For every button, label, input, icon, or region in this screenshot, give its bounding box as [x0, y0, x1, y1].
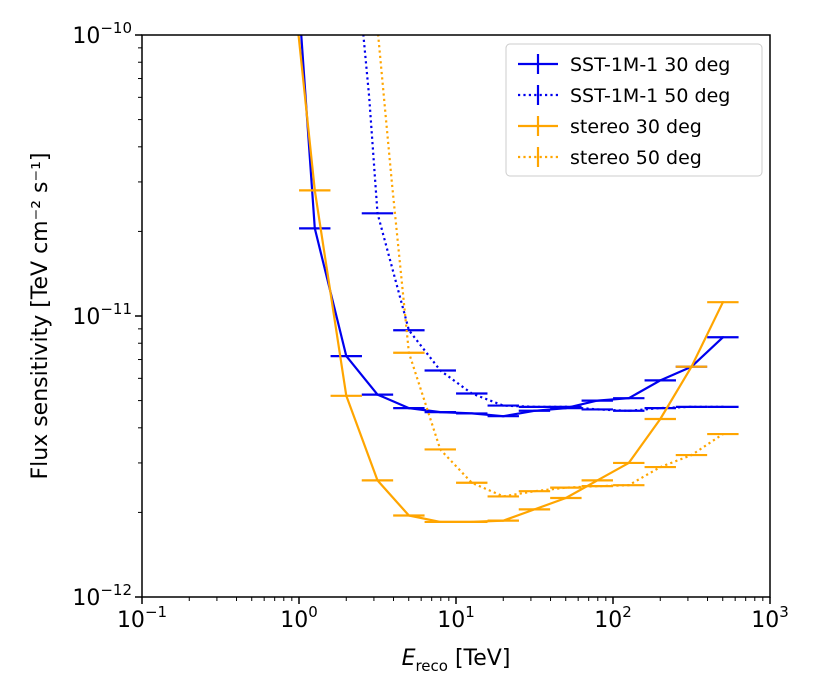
x-tick-label: 100 — [280, 603, 318, 633]
x-axis-label: Ereco [TeV] — [402, 646, 511, 675]
legend-label: stereo 50 deg — [570, 147, 702, 169]
legend-entry: SST-1M-1 50 deg — [518, 85, 730, 107]
x-tick-label: 101 — [437, 603, 475, 633]
legend-label: stereo 30 deg — [570, 116, 702, 138]
legend-entry: stereo 30 deg — [518, 116, 702, 138]
y-tick-label: 10−11 — [72, 300, 132, 330]
y-tick-label: 10−10 — [72, 19, 132, 49]
y-tick-labels: 10−12 10−11 10−10 — [72, 19, 132, 611]
series-layer — [297, 35, 739, 524]
x-tick-labels: 10−1 100 101 102 103 — [117, 603, 789, 633]
legend-label: SST-1M-1 30 deg — [570, 54, 730, 76]
x-tick-label: 103 — [751, 603, 789, 633]
legend-box — [505, 43, 763, 177]
legend: SST-1M-1 30 deg SST-1M-1 50 deg stereo 30 … — [505, 43, 763, 177]
x-tick-label: 10−1 — [117, 603, 167, 633]
y-axis-label: Flux sensitivity [TeV cm⁻² s⁻¹] — [28, 152, 53, 479]
series-2 — [297, 35, 739, 524]
series-1 — [361, 35, 739, 412]
y-tick-label: 10−12 — [72, 581, 132, 611]
legend-entry: SST-1M-1 30 deg — [518, 54, 730, 76]
series-3 — [377, 35, 739, 498]
x-tick-label: 102 — [594, 603, 632, 633]
major-ticks — [135, 34, 771, 604]
legend-label: SST-1M-1 50 deg — [570, 85, 730, 107]
legend-entries: SST-1M-1 30 deg SST-1M-1 50 deg stereo 30 … — [518, 54, 730, 169]
legend-entry: stereo 50 deg — [518, 147, 702, 169]
